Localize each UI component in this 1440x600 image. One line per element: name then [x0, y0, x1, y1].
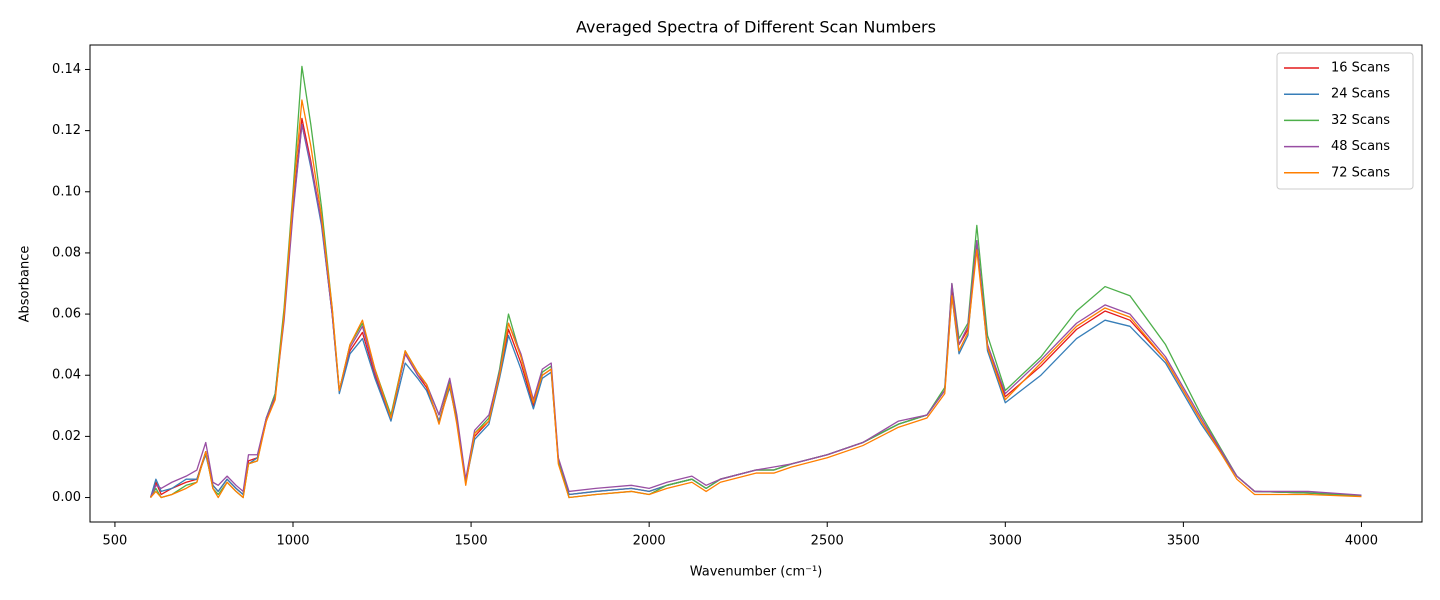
y-tick-label: 0.08 [52, 245, 81, 260]
x-tick-label: 1500 [455, 534, 488, 549]
y-tick-label: 0.14 [52, 62, 81, 77]
legend-label: 16 Scans [1331, 61, 1390, 76]
x-tick-label: 2500 [811, 534, 844, 549]
plot-frame [89, 44, 1423, 523]
y-tick-label: 0.04 [52, 368, 81, 383]
legend-label: 72 Scans [1331, 165, 1390, 180]
y-tick-label: 0.02 [52, 429, 81, 444]
x-tick-label: 1000 [276, 534, 309, 549]
x-tick-label: 4000 [1345, 534, 1378, 549]
x-tick-label: 3500 [1167, 534, 1200, 549]
legend-label: 32 Scans [1331, 113, 1390, 128]
x-tick-label: 3000 [989, 534, 1022, 549]
y-tick-label: 0.12 [52, 123, 81, 138]
x-tick-label: 2000 [633, 534, 666, 549]
legend-label: 24 Scans [1331, 87, 1390, 102]
x-tick-label: 500 [103, 534, 128, 549]
y-tick-label: 0.06 [52, 307, 81, 322]
chart-title: Averaged Spectra of Different Scan Numbe… [576, 18, 936, 37]
legend-box [1276, 52, 1414, 190]
legend-label: 48 Scans [1331, 139, 1390, 154]
y-axis-label: Absorbance [18, 246, 33, 323]
y-tick-label: 0.00 [52, 490, 81, 505]
y-tick-label: 0.10 [52, 184, 81, 199]
x-axis-label: Wavenumber (cm⁻¹) [690, 565, 823, 580]
series-line [150, 99, 1362, 499]
